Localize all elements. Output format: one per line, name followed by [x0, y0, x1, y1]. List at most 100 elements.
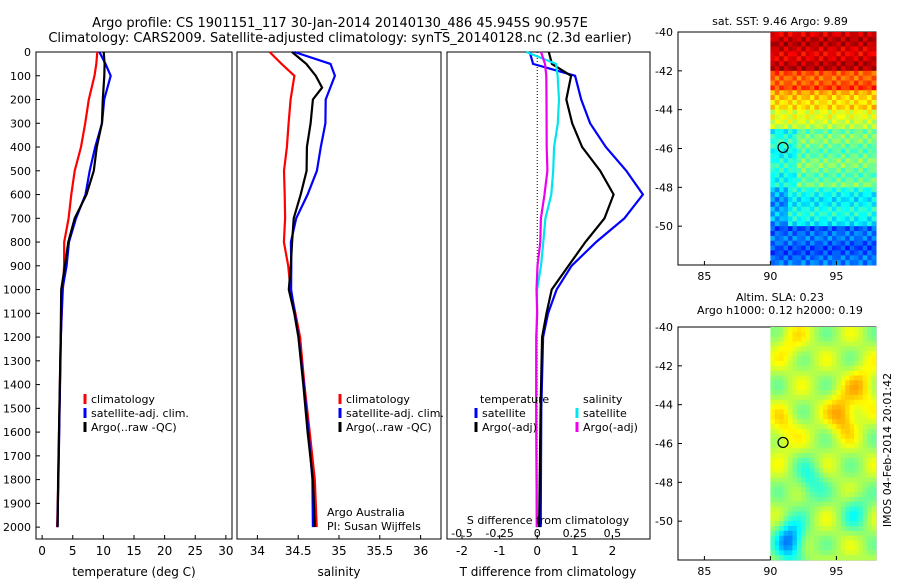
heatmap-cell [854, 360, 859, 367]
heatmap-cell [827, 167, 833, 174]
heatmap-cell [840, 211, 846, 217]
heatmap-cell [796, 99, 802, 106]
heatmap-cell [827, 153, 833, 159]
heatmap-cell [792, 148, 798, 154]
heatmap-cell [823, 399, 828, 406]
heatmap-cell [796, 360, 802, 367]
sst-map-panel: sat. SST: 9.46 Argo: 9.89 -40-42-44-46-4… [655, 15, 877, 283]
heatmap-cell [779, 550, 784, 556]
heatmap-cell [840, 231, 846, 237]
heatmap-cell [788, 255, 793, 261]
heatmap-cell [827, 148, 833, 154]
heatmap-cell [836, 143, 842, 149]
heatmap-cell [814, 153, 820, 159]
heatmap-cell [832, 399, 837, 406]
heatmap-cell [832, 104, 837, 111]
heatmap-cell [858, 356, 864, 362]
heatmap-cell [858, 51, 864, 57]
heatmap-cell [774, 109, 780, 115]
heatmap-cell [845, 46, 850, 52]
heatmap-cell [770, 172, 776, 179]
heatmap-cell [814, 438, 820, 444]
heatmap-cell [774, 51, 780, 57]
heatmap-cell [823, 351, 828, 357]
heatmap-cell [840, 458, 846, 464]
heatmap-cell [805, 143, 811, 149]
heatmap-cell [770, 90, 776, 96]
heatmap-cell [792, 177, 798, 183]
heatmap-cell [774, 443, 780, 449]
heatmap-cell [840, 158, 846, 164]
heatmap-cell [854, 375, 859, 381]
heatmap-cell [770, 211, 776, 217]
heatmap-cell [862, 448, 868, 454]
heatmap-cell [774, 380, 780, 386]
heatmap-cell [862, 167, 868, 174]
heatmap-cell [774, 530, 780, 537]
heatmap-cell [783, 90, 789, 96]
heatmap-cell [779, 414, 784, 420]
heatmap-cell [796, 467, 802, 474]
heatmap-cell [832, 390, 837, 396]
heatmap-cell [818, 404, 824, 410]
heatmap-cell [832, 496, 837, 503]
y-tick-label: 1600 [3, 426, 31, 439]
heatmap-cell [796, 177, 802, 183]
heatmap-cell [832, 516, 837, 522]
heatmap-cell [849, 119, 855, 125]
heatmap-cell [836, 331, 842, 338]
heatmap-cell [871, 187, 877, 193]
y-tick-label: 1900 [3, 497, 31, 510]
heatmap-cell [871, 250, 877, 256]
heatmap-cell [801, 530, 806, 537]
heatmap-cell [818, 433, 824, 440]
heatmap-cell [862, 487, 868, 493]
heatmap-cell [832, 56, 837, 62]
heatmap-cell [818, 526, 824, 532]
heatmap-cell [796, 526, 802, 532]
heatmap-cell [858, 90, 864, 96]
heatmap-cell [783, 221, 789, 227]
heatmap-cell [810, 163, 815, 169]
heatmap-cell [770, 526, 776, 532]
heatmap-cell [836, 51, 842, 57]
heatmap-cell [801, 511, 806, 517]
heatmap-cell [827, 336, 833, 342]
heatmap-cell [845, 250, 850, 256]
heatmap-cell [840, 240, 846, 246]
heatmap-cell [840, 61, 846, 67]
heatmap-cell [801, 104, 806, 111]
heatmap-cell [818, 458, 824, 464]
heatmap-cell [779, 346, 784, 352]
heatmap-cell [818, 65, 824, 72]
heatmap-cell [867, 41, 872, 47]
heatmap-cell [770, 370, 776, 376]
heatmap-cell [854, 433, 859, 440]
heatmap-cell [774, 95, 780, 101]
heatmap-cell [801, 404, 806, 410]
heatmap-cell [783, 555, 789, 561]
heatmap-cell [845, 555, 850, 561]
heatmap-cell [836, 187, 842, 193]
heatmap-cell [849, 458, 855, 464]
heatmap-cell [788, 433, 793, 440]
heatmap-cell [832, 41, 837, 47]
heatmap-cell [801, 472, 806, 478]
heatmap-cell [770, 530, 776, 537]
heatmap-cell [858, 487, 864, 493]
heatmap-cell [814, 163, 820, 169]
heatmap-cell [862, 555, 868, 561]
heatmap-cell [805, 331, 811, 338]
heatmap-cell [845, 394, 850, 401]
heatmap-cell [845, 477, 850, 483]
heatmap-cell [770, 245, 776, 251]
heatmap-cell [840, 419, 846, 425]
heatmap-cell [832, 419, 837, 425]
heatmap-cell [832, 385, 837, 391]
heatmap-cell [783, 182, 789, 188]
heatmap-cell [832, 506, 837, 512]
heatmap-cell [814, 535, 820, 541]
heatmap-cell [827, 221, 833, 227]
heatmap-cell [871, 482, 877, 488]
heatmap-cell [779, 380, 784, 386]
